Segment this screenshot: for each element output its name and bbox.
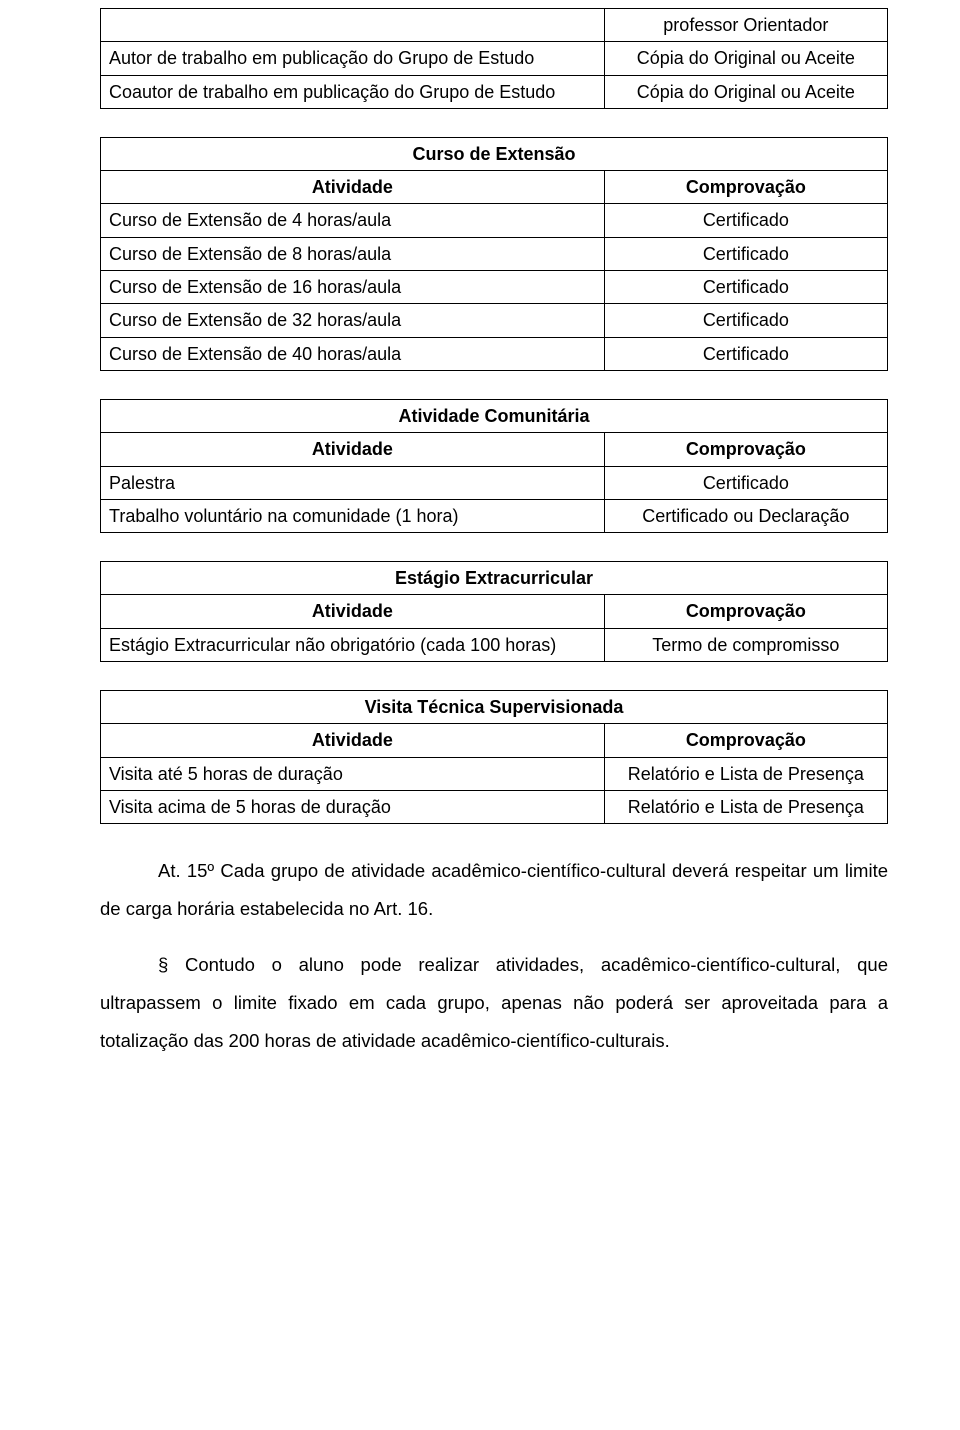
cell-right: professor Orientador — [604, 9, 887, 42]
cell-left: Visita até 5 horas de duração — [101, 757, 605, 790]
header-row: Atividade Comprovação — [101, 171, 888, 204]
header-left: Atividade — [101, 595, 605, 628]
table-row: Trabalho voluntário na comunidade (1 hor… — [101, 499, 888, 532]
cell-left: Curso de Extensão de 8 horas/aula — [101, 237, 605, 270]
paragraph-art15: At. 15º Cada grupo de atividade acadêmic… — [100, 852, 888, 928]
table-row: Curso de Extensão de 40 horas/aula Certi… — [101, 337, 888, 370]
header-right: Comprovação — [604, 724, 887, 757]
paragraph-text: At. 15º Cada grupo de atividade acadêmic… — [100, 860, 888, 919]
header-row: Atividade Comprovação — [101, 433, 888, 466]
table-curso-extensao: Curso de Extensão Atividade Comprovação … — [100, 137, 888, 371]
table-row: Curso de Extensão de 4 horas/aula Certif… — [101, 204, 888, 237]
paragraph-text: § Contudo o aluno pode realizar atividad… — [100, 954, 888, 1051]
header-left: Atividade — [101, 724, 605, 757]
cell-right: Certificado — [604, 304, 887, 337]
cell-right: Relatório e Lista de Presença — [604, 790, 887, 823]
table-atividade-comunitaria: Atividade Comunitária Atividade Comprova… — [100, 399, 888, 533]
section-title-row: Atividade Comunitária — [101, 399, 888, 432]
header-left: Atividade — [101, 433, 605, 466]
cell-right: Certificado — [604, 466, 887, 499]
header-right: Comprovação — [604, 171, 887, 204]
table-visita-tecnica: Visita Técnica Supervisionada Atividade … — [100, 690, 888, 824]
table-prior-section: professor Orientador Autor de trabalho e… — [100, 8, 888, 109]
section-title-row: Curso de Extensão — [101, 137, 888, 170]
table-estagio-extracurricular: Estágio Extracurricular Atividade Compro… — [100, 561, 888, 662]
cell-right: Certificado — [604, 237, 887, 270]
cell-left — [101, 9, 605, 42]
cell-left: Estágio Extracurricular não obrigatório … — [101, 628, 605, 661]
paragraph-contudo: § Contudo o aluno pode realizar atividad… — [100, 946, 888, 1060]
section-title-row: Visita Técnica Supervisionada — [101, 691, 888, 724]
header-right: Comprovação — [604, 595, 887, 628]
table-row: Visita acima de 5 horas de duração Relat… — [101, 790, 888, 823]
cell-left: Palestra — [101, 466, 605, 499]
section-title-row: Estágio Extracurricular — [101, 562, 888, 595]
cell-left: Curso de Extensão de 4 horas/aula — [101, 204, 605, 237]
table-row: Palestra Certificado — [101, 466, 888, 499]
table-row: Coautor de trabalho em publicação do Gru… — [101, 75, 888, 108]
header-row: Atividade Comprovação — [101, 724, 888, 757]
header-left: Atividade — [101, 171, 605, 204]
header-right: Comprovação — [604, 433, 887, 466]
cell-right: Cópia do Original ou Aceite — [604, 42, 887, 75]
cell-left: Curso de Extensão de 40 horas/aula — [101, 337, 605, 370]
cell-left: Curso de Extensão de 16 horas/aula — [101, 271, 605, 304]
table-row: Autor de trabalho em publicação do Grupo… — [101, 42, 888, 75]
cell-right: Certificado — [604, 271, 887, 304]
table-row: Estágio Extracurricular não obrigatório … — [101, 628, 888, 661]
section-title: Curso de Extensão — [101, 137, 888, 170]
table-row: Visita até 5 horas de duração Relatório … — [101, 757, 888, 790]
cell-right: Cópia do Original ou Aceite — [604, 75, 887, 108]
cell-left: Curso de Extensão de 32 horas/aula — [101, 304, 605, 337]
cell-right: Certificado ou Declaração — [604, 499, 887, 532]
table-row: Curso de Extensão de 16 horas/aula Certi… — [101, 271, 888, 304]
cell-right: Certificado — [604, 337, 887, 370]
cell-left: Visita acima de 5 horas de duração — [101, 790, 605, 823]
section-title: Visita Técnica Supervisionada — [101, 691, 888, 724]
cell-right: Relatório e Lista de Presença — [604, 757, 887, 790]
cell-left: Trabalho voluntário na comunidade (1 hor… — [101, 499, 605, 532]
cell-right: Termo de compromisso — [604, 628, 887, 661]
section-title: Estágio Extracurricular — [101, 562, 888, 595]
section-title: Atividade Comunitária — [101, 399, 888, 432]
cell-left: Autor de trabalho em publicação do Grupo… — [101, 42, 605, 75]
cell-right: Certificado — [604, 204, 887, 237]
table-row: professor Orientador — [101, 9, 888, 42]
cell-left: Coautor de trabalho em publicação do Gru… — [101, 75, 605, 108]
header-row: Atividade Comprovação — [101, 595, 888, 628]
table-row: Curso de Extensão de 8 horas/aula Certif… — [101, 237, 888, 270]
table-row: Curso de Extensão de 32 horas/aula Certi… — [101, 304, 888, 337]
